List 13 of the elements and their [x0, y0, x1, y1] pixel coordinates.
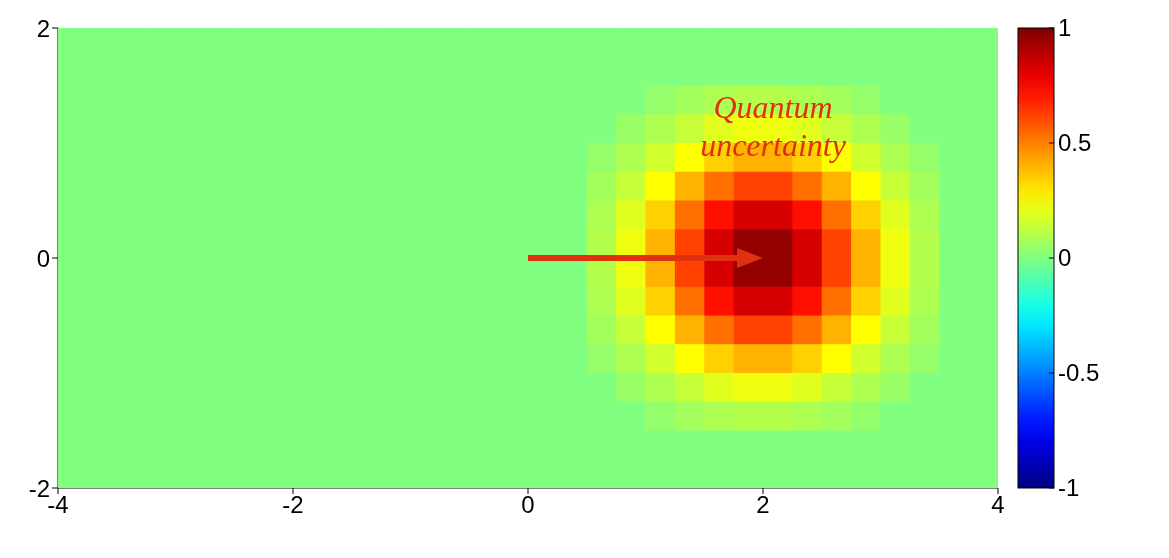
color-bar-label: 1	[1058, 14, 1072, 41]
color-bar-label: 0.5	[1058, 129, 1092, 156]
x-tick-label: 0	[521, 491, 535, 519]
color-bar-label: -1	[1058, 474, 1080, 501]
x-tick-label: 2	[756, 491, 770, 519]
annotation: Quantum uncertainty	[700, 89, 847, 163]
x-tick-label: 4	[991, 491, 1005, 519]
y-tick-label: -2	[28, 474, 50, 502]
y-tick-label: 2	[36, 14, 50, 42]
y-tick-label: 0	[36, 244, 50, 272]
color-bar-label: -0.5	[1058, 359, 1100, 386]
x-tick-label: -2	[282, 491, 304, 519]
color-bar-label: 0	[1058, 244, 1072, 271]
